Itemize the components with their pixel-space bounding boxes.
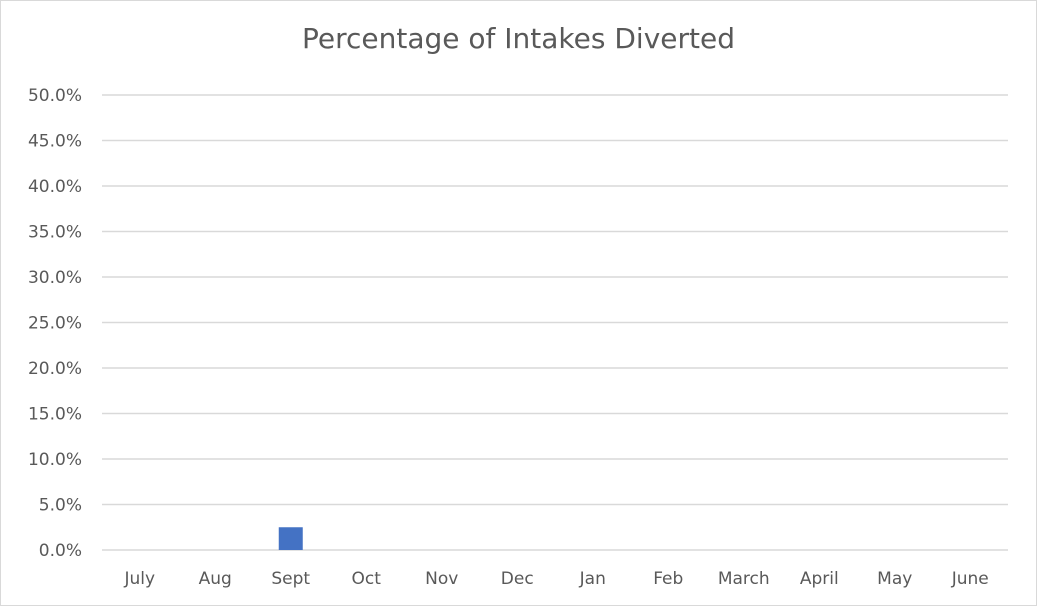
y-axis-tick-labels: 0.0% 5.0% 10.0% 15.0% 20.0% 25.0% 30.0% 35.0% 40… <box>28 86 82 561</box>
y-tick-label: 45.0% <box>28 132 82 152</box>
bar-sept <box>278 527 303 550</box>
y-tick-label: 35.0% <box>28 223 82 243</box>
x-tick-label: Jan <box>579 569 606 589</box>
y-tick-label: 5.0% <box>39 496 82 516</box>
y-tick-label: 25.0% <box>28 314 82 334</box>
x-tick-label: April <box>800 569 839 589</box>
y-tick-label: 10.0% <box>28 450 82 470</box>
x-tick-label: July <box>123 569 155 589</box>
y-tick-label: 30.0% <box>28 268 82 288</box>
y-tick-label: 0.0% <box>39 541 82 561</box>
bars <box>278 527 303 550</box>
x-tick-label: June <box>951 569 989 589</box>
y-tick-label: 40.0% <box>28 177 82 197</box>
x-axis-tick-labels: July Aug Sept Oct Nov Dec Jan Feb March April May J… <box>123 569 988 589</box>
x-tick-label: Dec <box>501 569 534 589</box>
x-tick-label: May <box>877 569 912 589</box>
x-tick-label: Nov <box>425 569 458 589</box>
x-tick-label: Aug <box>199 569 232 589</box>
chart-title: Percentage of Intakes Diverted <box>301 22 735 55</box>
gridlines <box>102 94 1008 551</box>
x-tick-label: Feb <box>653 569 683 589</box>
x-tick-label: Oct <box>352 569 382 589</box>
x-tick-label: March <box>718 569 770 589</box>
y-tick-label: 50.0% <box>28 86 82 106</box>
y-tick-label: 20.0% <box>28 359 82 379</box>
y-tick-label: 15.0% <box>28 405 82 425</box>
x-tick-label: Sept <box>271 569 310 589</box>
